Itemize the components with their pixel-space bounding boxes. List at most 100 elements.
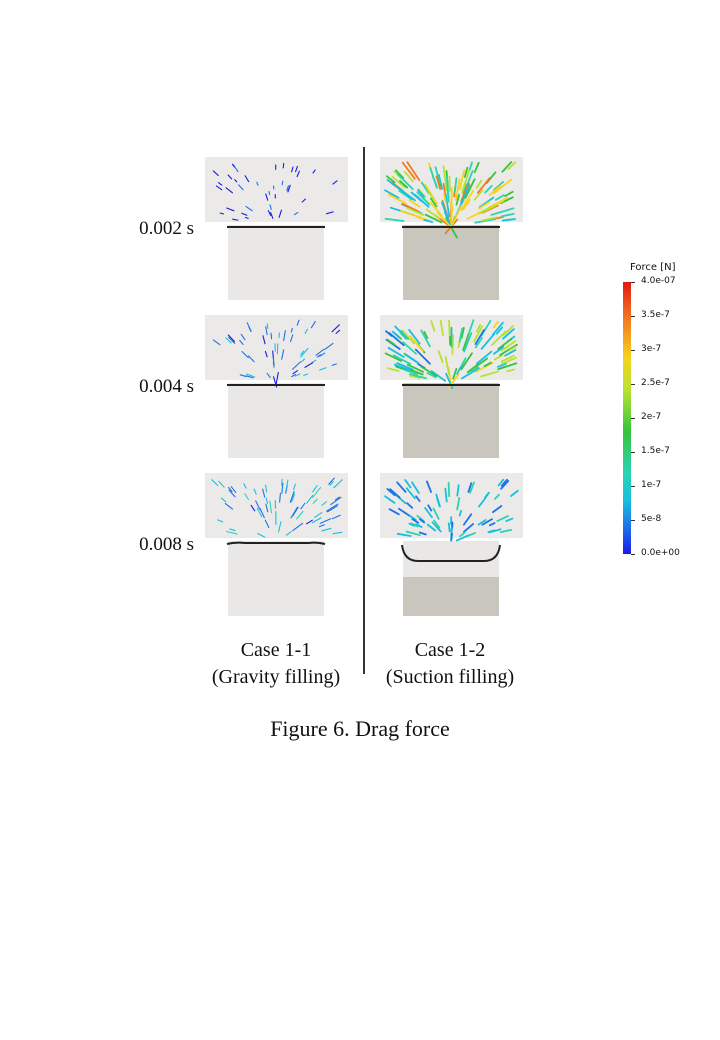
force-vector: [387, 347, 405, 358]
force-vector: [423, 219, 434, 223]
force-vector: [281, 180, 284, 186]
force-vector: [460, 326, 465, 339]
force-vector: [226, 530, 238, 535]
colorbar-tick-label: 4.0e-07: [641, 276, 676, 286]
force-vector: [447, 481, 451, 498]
force-vector: [492, 346, 505, 355]
force-vector: [384, 217, 405, 222]
force-vector: [259, 508, 265, 519]
force-vector: [326, 503, 339, 512]
colorbar-tick-mark: [631, 452, 635, 453]
force-vector: [398, 189, 413, 201]
force-vector: [319, 352, 326, 357]
force-vector: [296, 510, 304, 520]
colorbar-tick-label: 1.5e-7: [641, 446, 670, 456]
force-vector: [461, 169, 471, 194]
force-vector: [505, 517, 514, 522]
force-vector: [502, 325, 514, 337]
force-vector: [392, 354, 412, 365]
drag-force-vectors: [384, 319, 518, 390]
force-vector: [499, 343, 518, 356]
force-vector: [467, 482, 473, 493]
force-vector: [303, 373, 309, 376]
force-vector: [415, 495, 421, 502]
force-vector: [409, 374, 421, 379]
force-vector: [488, 185, 502, 197]
force-vector: [494, 194, 505, 201]
force-vector: [319, 367, 327, 371]
force-vector: [384, 352, 403, 362]
force-vector: [279, 492, 281, 503]
force-vector: [321, 501, 327, 506]
force-vector: [488, 522, 496, 527]
force-vector: [331, 324, 340, 333]
force-vector: [450, 532, 453, 541]
force-vector: [232, 218, 239, 221]
force-vector: [444, 193, 451, 218]
force-vector: [420, 365, 438, 377]
force-vector: [458, 327, 464, 343]
force-vector: [241, 350, 249, 359]
force-vector: [459, 184, 471, 206]
force-vector: [296, 319, 300, 326]
force-vector: [300, 347, 309, 358]
force-vector: [478, 196, 495, 209]
force-vector: [497, 338, 513, 350]
force-vector: [228, 336, 236, 344]
force-vector: [312, 169, 316, 174]
force-vector: [234, 179, 238, 183]
force-vector: [281, 482, 284, 494]
force-vector: [328, 477, 335, 485]
force-vector: [499, 528, 513, 534]
force-vector: [478, 497, 487, 508]
force-vector: [473, 161, 480, 174]
free-surface-line: [227, 226, 325, 228]
force-vector: [290, 327, 293, 333]
force-vector: [272, 357, 275, 367]
force-vector: [212, 339, 221, 346]
force-vector: [493, 181, 505, 191]
force-vector: [426, 523, 437, 532]
force-vector: [455, 534, 470, 542]
force-vector: [293, 483, 296, 491]
panel-row0-case2: [380, 157, 525, 302]
force-vector: [490, 330, 507, 346]
force-vector: [477, 519, 487, 526]
force-vector: [269, 500, 273, 514]
force-vector: [227, 174, 233, 180]
force-vector: [391, 330, 400, 339]
force-vector: [439, 319, 444, 337]
force-vector: [244, 493, 249, 500]
force-vector: [253, 488, 257, 495]
case-1-subtitle: (Gravity filling): [211, 666, 341, 688]
force-vector: [469, 481, 475, 494]
force-vector: [311, 359, 317, 364]
force-vector: [495, 326, 504, 335]
force-vector: [396, 532, 412, 537]
force-vector: [493, 354, 504, 361]
case-1-name: Case 1-1: [240, 639, 312, 661]
force-vector: [292, 361, 301, 370]
colorbar-tick-label: 2.5e-7: [641, 378, 670, 388]
force-vector: [270, 332, 273, 340]
force-vector: [411, 481, 420, 494]
free-surface-line: [402, 384, 500, 386]
force-vector: [474, 336, 483, 349]
force-vector: [464, 170, 474, 190]
force-vector: [500, 354, 515, 363]
force-vector: [394, 169, 405, 179]
force-vector: [304, 328, 309, 335]
force-vector: [399, 331, 408, 340]
force-vector: [314, 512, 323, 518]
force-vector: [388, 508, 400, 516]
force-vector: [496, 515, 510, 522]
force-vector: [406, 207, 425, 216]
force-vector: [226, 207, 235, 212]
force-vector: [435, 493, 441, 508]
force-vector: [398, 507, 412, 518]
force-vector: [502, 328, 515, 340]
force-vector: [477, 204, 497, 215]
force-vector: [291, 166, 294, 173]
force-vector: [300, 502, 306, 510]
colorbar-gradient: [623, 282, 631, 554]
